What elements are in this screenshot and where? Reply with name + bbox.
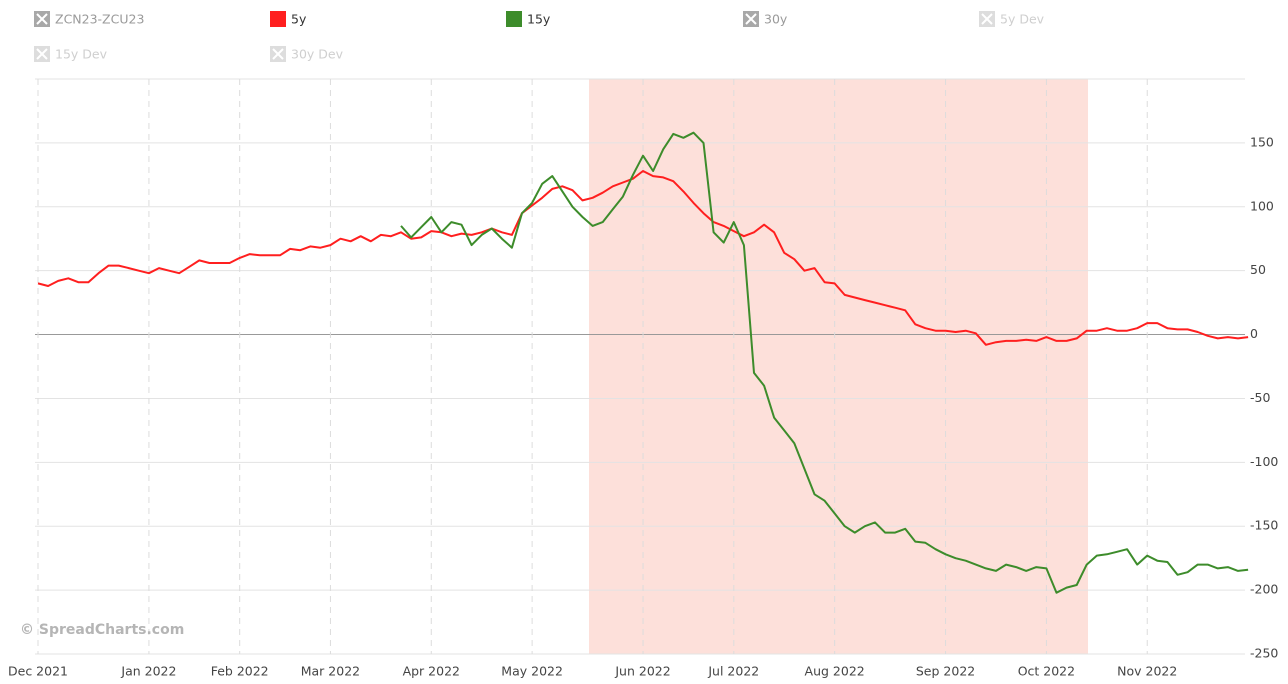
- x-tick-label: Nov 2022: [1117, 664, 1177, 679]
- legend-label-hidden[interactable]: ZCN23-ZCU23: [55, 12, 144, 27]
- legend-cross[interactable]: [36, 48, 48, 60]
- legend-label-hidden[interactable]: 5y Dev: [1000, 12, 1045, 27]
- legend-label[interactable]: 15y: [527, 12, 551, 27]
- legend-cross[interactable]: [981, 13, 993, 25]
- x-tick-label: Oct 2022: [1018, 664, 1075, 679]
- x-tick-label: Jul 2022: [707, 664, 759, 679]
- y-tick-label: 100: [1250, 198, 1274, 213]
- y-tick-label: 150: [1250, 134, 1274, 149]
- lines: [37, 131, 1249, 594]
- x-tick-label: Jun 2022: [614, 664, 670, 679]
- highlight-band: [589, 79, 1088, 654]
- series-line: [37, 170, 1249, 346]
- legend-cross[interactable]: [36, 13, 48, 25]
- watermark: © SpreadCharts.com: [20, 622, 184, 638]
- y-tick-label: -100: [1250, 454, 1278, 469]
- x-tick-label: Mar 2022: [301, 664, 360, 679]
- y-tick-label: -250: [1250, 646, 1278, 661]
- grid: -250 -200 -150 -100 -50 0 50 100 150 Dec 2021 Jan …: [8, 79, 1278, 679]
- legend: ZCN23-ZCU23 5y 15y 30y 5y Dev 15y Dev 30y Dev: [34, 11, 1045, 62]
- legend-label[interactable]: 5y: [291, 12, 307, 27]
- x-tick-label: Sep 2022: [916, 664, 975, 679]
- series-line: [400, 131, 1249, 594]
- x-tick-label: Apr 2022: [403, 664, 460, 679]
- legend-label-hidden[interactable]: 30y: [764, 12, 788, 27]
- legend-swatch[interactable]: [270, 11, 286, 27]
- y-tick-label: -150: [1250, 518, 1278, 533]
- x-tick-label: May 2022: [501, 664, 563, 679]
- x-tick-label: Feb 2022: [211, 664, 269, 679]
- x-tick-label: Dec 2021: [8, 664, 68, 679]
- legend-cross[interactable]: [745, 13, 757, 25]
- legend-label-hidden[interactable]: 15y Dev: [55, 47, 108, 62]
- x-tick-label: Jan 2022: [120, 664, 176, 679]
- y-tick-label: -50: [1250, 390, 1270, 405]
- legend-swatch[interactable]: [506, 11, 522, 27]
- legend-label-hidden[interactable]: 30y Dev: [291, 47, 344, 62]
- y-tick-label: 50: [1250, 262, 1266, 277]
- y-tick-label: -200: [1250, 582, 1278, 597]
- y-tick-label: 0: [1250, 326, 1258, 341]
- legend-cross[interactable]: [272, 48, 284, 60]
- x-tick-label: Aug 2022: [805, 664, 865, 679]
